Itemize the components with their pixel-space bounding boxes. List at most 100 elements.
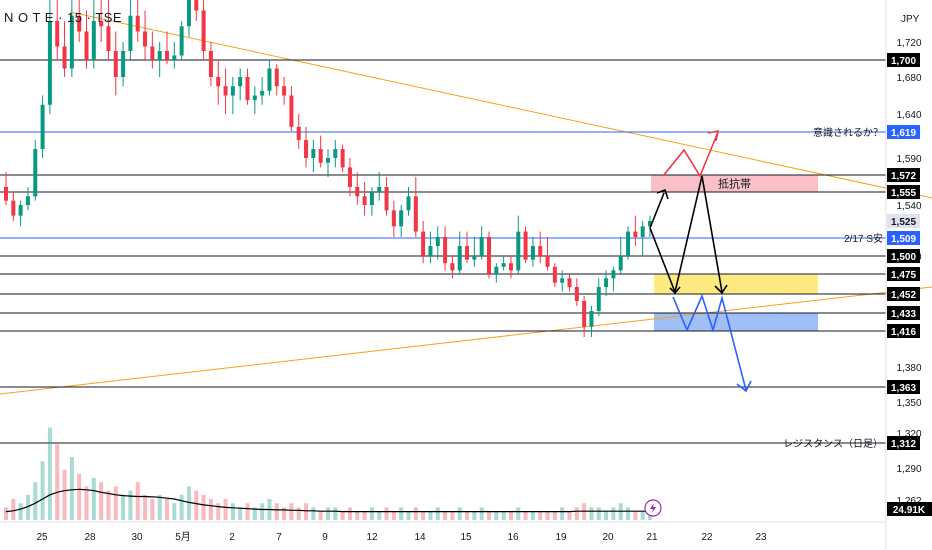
candle-body bbox=[267, 68, 272, 91]
price-badge-text: 1,525 bbox=[891, 217, 916, 228]
volume-bar bbox=[384, 507, 389, 520]
levels-layer bbox=[0, 59, 886, 444]
candle-body bbox=[567, 278, 572, 288]
candle-body bbox=[377, 187, 382, 192]
candle-body bbox=[318, 149, 323, 163]
volume-bar bbox=[208, 499, 213, 520]
volume-bar bbox=[472, 511, 477, 520]
volume-bar bbox=[230, 503, 235, 520]
time-tick-label: 21 bbox=[646, 532, 658, 543]
candles-layer bbox=[4, 0, 652, 337]
candle-body bbox=[186, 0, 191, 27]
candle-body bbox=[296, 126, 301, 141]
candle-body bbox=[143, 31, 148, 47]
candle-body bbox=[25, 196, 30, 205]
candle-body bbox=[618, 256, 623, 271]
resistance-zone-label: 抵抗帯 bbox=[718, 177, 751, 191]
volume-bar bbox=[530, 511, 535, 520]
volume-bar bbox=[457, 507, 462, 520]
time-axis[interactable]: 25 28 30 5月 2 7 9 12 14 15 16 19 20 21 22 23 bbox=[36, 531, 767, 543]
volume-bar bbox=[179, 494, 184, 520]
candle-body bbox=[77, 15, 82, 32]
price-tick-label: 1,540 bbox=[896, 201, 921, 212]
candle-body bbox=[611, 270, 616, 279]
price-badge: 1,363 bbox=[887, 380, 920, 394]
volume-bar bbox=[216, 503, 221, 520]
price-tick-label: 1,680 bbox=[896, 73, 921, 84]
volume-bar bbox=[201, 494, 206, 520]
volume-bar bbox=[172, 503, 177, 520]
candle-body bbox=[501, 263, 506, 267]
candle-body bbox=[230, 86, 235, 96]
volume-bar bbox=[165, 499, 169, 520]
volume-bar bbox=[18, 503, 23, 520]
price-badge-text: 1,572 bbox=[891, 171, 916, 182]
candle-body bbox=[596, 287, 601, 311]
volume-bar bbox=[106, 490, 111, 520]
candle-body bbox=[106, 26, 111, 51]
trendlines-layer bbox=[0, 11, 932, 395]
price-badge: 1,525 bbox=[887, 214, 920, 228]
time-tick-label: 16 bbox=[507, 532, 519, 543]
volume-badge-text: 24.91K bbox=[893, 505, 926, 516]
lightning-icon[interactable] bbox=[644, 499, 662, 517]
candle-body bbox=[150, 46, 155, 60]
price-badge-text: 1,700 bbox=[891, 56, 916, 67]
candle-body bbox=[508, 263, 513, 271]
candle-body bbox=[604, 278, 609, 288]
price-tick-label: 1,640 bbox=[896, 110, 921, 121]
candle-body bbox=[326, 158, 330, 163]
candle-body bbox=[347, 167, 352, 187]
volume-bar bbox=[450, 511, 455, 520]
candle-body bbox=[443, 236, 448, 264]
price-tick-label: 1,590 bbox=[896, 154, 921, 165]
candle-body bbox=[450, 263, 455, 271]
price-badge-text: 1,363 bbox=[891, 383, 916, 394]
volume-bar bbox=[413, 507, 418, 520]
volume-bar bbox=[340, 511, 345, 520]
volume-bar bbox=[355, 511, 360, 520]
candle-body bbox=[216, 77, 221, 87]
candle-body bbox=[538, 246, 543, 256]
candle-body bbox=[223, 86, 228, 96]
price-badge-text: 1,416 bbox=[891, 327, 916, 338]
volume-bar bbox=[274, 503, 279, 520]
volume-bar bbox=[77, 473, 82, 520]
black-arrow-path-2 bbox=[649, 175, 723, 295]
volume-bar bbox=[121, 494, 126, 520]
candle-body bbox=[582, 301, 587, 327]
price-badge: 1,572 bbox=[887, 168, 920, 182]
price-tick-label: 1,350 bbox=[896, 398, 921, 409]
volume-bar bbox=[304, 503, 309, 520]
volume-bar bbox=[633, 511, 638, 520]
volume-bar bbox=[428, 511, 433, 520]
time-tick-label: 22 bbox=[701, 532, 713, 543]
candle-body bbox=[165, 51, 169, 60]
volume-bar bbox=[238, 507, 243, 520]
time-tick-label: 28 bbox=[84, 532, 96, 543]
candle-body bbox=[84, 31, 89, 60]
price-badge: 1,416 bbox=[887, 324, 920, 338]
volume-bar bbox=[501, 511, 506, 520]
price-tick-label: 1,720 bbox=[896, 38, 921, 49]
upper-trendline bbox=[69, 11, 932, 199]
volume-bar bbox=[260, 503, 265, 520]
candle-body bbox=[11, 200, 16, 216]
volume-bar bbox=[40, 461, 45, 520]
volume-bar bbox=[523, 511, 528, 520]
candle-body bbox=[355, 187, 360, 197]
price-tick-label: 1,380 bbox=[896, 363, 921, 374]
time-tick-label: 14 bbox=[414, 532, 426, 543]
volume-bar bbox=[318, 511, 323, 520]
candle-body bbox=[304, 140, 309, 158]
volume-bar bbox=[91, 478, 96, 520]
price-badge-text: 1,555 bbox=[891, 188, 916, 199]
candle-body bbox=[55, 21, 60, 47]
volume-bar bbox=[99, 482, 104, 520]
price-badges: 1,700 1,619 1,572 1,555 1,525 1,509 1,500 1,475… bbox=[887, 53, 920, 450]
level-annotation: レジスタンス（日足） bbox=[783, 438, 883, 450]
candle-body bbox=[113, 51, 118, 77]
candle-body bbox=[369, 192, 374, 205]
